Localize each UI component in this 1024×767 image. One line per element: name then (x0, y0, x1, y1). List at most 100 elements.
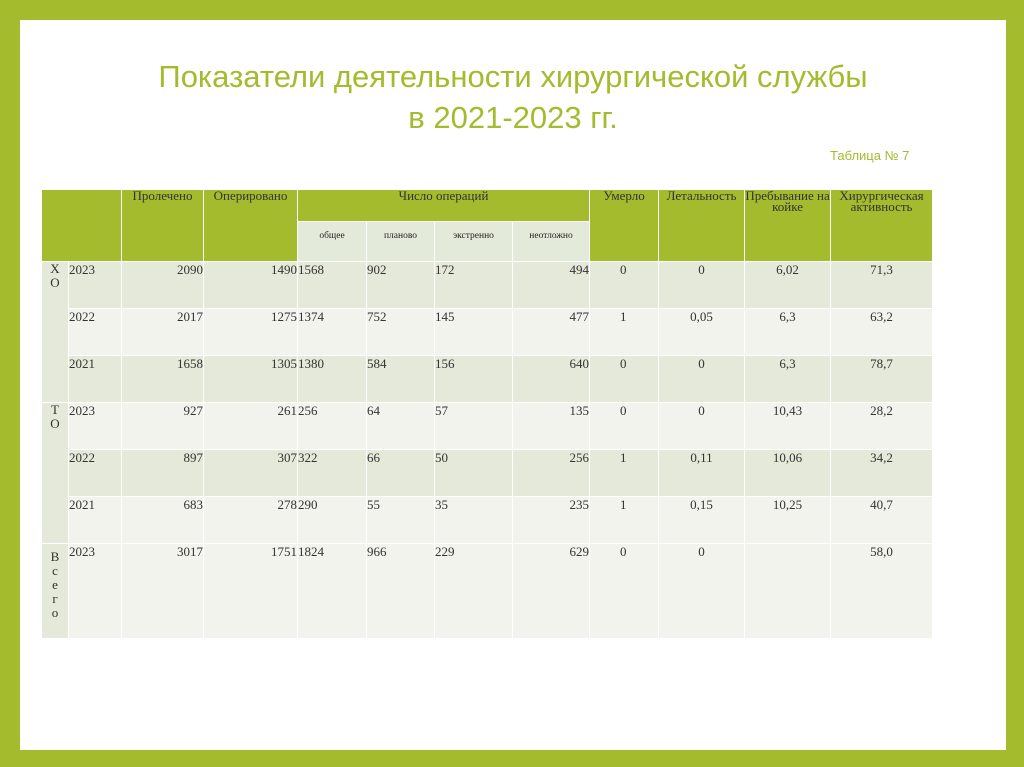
subheader-row: общее планово экстренно неотложно (42, 221, 933, 262)
planned-cell: 966 (366, 543, 435, 639)
table-row: Всего 2023 3017 1751 1824 966 229 629 0 … (41, 543, 934, 639)
table-row: 2022 2017 1275 1374 752 145 477 1 0,05 6… (42, 308, 934, 356)
emergency-cell: 145 (434, 308, 513, 356)
treated-cell: 897 (121, 449, 204, 497)
operated-cell: 261 (203, 402, 298, 450)
treated-cell: 2090 (121, 261, 204, 309)
treated-cell: 1658 (121, 355, 204, 403)
header-died: Умерло (589, 189, 660, 262)
header-lethality: Летальность (658, 189, 746, 262)
urgent-cell: 256 (511, 449, 591, 497)
treated-cell: 3017 (121, 543, 204, 639)
planned-cell: 66 (366, 449, 435, 497)
subheader-urgent: неотложно (511, 221, 591, 262)
slide: Показатели деятельности хирургической сл… (20, 20, 1006, 750)
died-cell: 0 (589, 355, 660, 403)
table-number: Таблица № 7 (830, 148, 910, 163)
operated-cell: 1275 (203, 308, 298, 356)
table-row: 2021 1658 1305 1380 584 156 640 0 0 6,3 … (42, 355, 934, 403)
header-row: Пролечено Оперировано Число операций Уме… (41, 189, 934, 262)
lethality-cell: 0,05 (658, 308, 746, 356)
year-cell: 2022 (68, 449, 122, 497)
bed-stay-cell (744, 543, 832, 639)
subheader-total: общее (297, 221, 367, 262)
activity-cell: 58,0 (830, 543, 934, 639)
planned-cell: 584 (366, 355, 435, 403)
header-surgical-activity: Хирургическая активность (830, 189, 934, 262)
lethality-cell: 0,15 (658, 496, 746, 544)
urgent-cell: 494 (511, 261, 591, 309)
group-label-all: Всего (41, 543, 69, 639)
urgent-cell: 629 (511, 543, 591, 639)
died-cell: 0 (589, 543, 660, 639)
activity-cell: 34,2 (830, 449, 934, 497)
emergency-cell: 57 (434, 402, 513, 450)
urgent-cell: 477 (511, 308, 591, 356)
year-cell: 2021 (68, 496, 122, 544)
year-cell: 2023 (68, 402, 122, 450)
group-label-ho: ХО (41, 261, 69, 403)
died-cell: 1 (589, 496, 660, 544)
activity-cell: 63,2 (830, 308, 934, 356)
lethality-cell: 0 (658, 402, 746, 450)
planned-cell: 752 (366, 308, 435, 356)
surgical-stats-table: Пролечено Оперировано Число операций Уме… (41, 189, 934, 639)
table-row: ХО 2023 2090 1490 1568 902 172 494 0 0 6… (41, 261, 934, 403)
bed-stay-cell: 10,06 (744, 449, 832, 497)
operated-cell: 307 (203, 449, 298, 497)
treated-cell: 683 (121, 496, 204, 544)
operated-cell: 278 (203, 496, 298, 544)
header-operated: Оперировано (203, 189, 298, 262)
activity-cell: 71,3 (830, 261, 934, 309)
operated-cell: 1751 (203, 543, 298, 639)
emergency-cell: 35 (434, 496, 513, 544)
total-ops-cell: 1374 (297, 308, 367, 356)
activity-cell: 28,2 (830, 402, 934, 450)
total-ops-cell: 290 (297, 496, 367, 544)
emergency-cell: 156 (434, 355, 513, 403)
total-ops-cell: 256 (297, 402, 367, 450)
total-ops-cell: 1380 (297, 355, 367, 403)
group-label-to: ТО (41, 402, 69, 544)
title-line-1: Показатели деятельности хирургической сл… (158, 59, 868, 94)
total-ops-cell: 322 (297, 449, 367, 497)
bed-stay-cell: 10,43 (744, 402, 832, 450)
page-title: Показатели деятельности хирургической сл… (40, 56, 986, 138)
bed-stay-cell: 6,3 (744, 355, 832, 403)
emergency-cell: 229 (434, 543, 513, 639)
table-row: 2022 897 307 322 66 50 256 1 0,11 10,06 … (42, 449, 934, 497)
planned-cell: 55 (366, 496, 435, 544)
lethality-cell: 0 (658, 355, 746, 403)
planned-cell: 902 (366, 261, 435, 309)
subheader-planned: планово (366, 221, 435, 262)
died-cell: 0 (589, 261, 660, 309)
urgent-cell: 235 (511, 496, 591, 544)
header-bed-stay: Пребывание на койке (744, 189, 832, 262)
year-cell: 2023 (68, 543, 122, 639)
title-line-2: в 2021-2023 гг. (408, 100, 618, 135)
table-row: ТО 2023 927 261 256 64 57 135 0 0 10,43 … (41, 402, 934, 544)
lethality-cell: 0 (658, 261, 746, 309)
activity-cell: 40,7 (830, 496, 934, 544)
urgent-cell: 640 (511, 355, 591, 403)
subheader-emergency: экстренно (434, 221, 513, 262)
emergency-cell: 172 (434, 261, 513, 309)
treated-cell: 927 (121, 402, 204, 450)
urgent-cell: 135 (511, 402, 591, 450)
total-ops-cell: 1824 (297, 543, 367, 639)
emergency-cell: 50 (434, 449, 513, 497)
header-corner (41, 189, 122, 262)
header-operations: Число операций (296, 189, 591, 222)
year-cell: 2021 (68, 355, 122, 403)
bed-stay-cell: 6,3 (744, 308, 832, 356)
operated-cell: 1305 (203, 355, 298, 403)
year-cell: 2023 (68, 261, 122, 309)
bed-stay-cell: 6,02 (744, 261, 832, 309)
died-cell: 1 (589, 308, 660, 356)
total-ops-cell: 1568 (297, 261, 367, 309)
planned-cell: 64 (366, 402, 435, 450)
table-row: 2021 683 278 290 55 35 235 1 0,15 10,25 … (42, 496, 934, 544)
died-cell: 0 (589, 402, 660, 450)
died-cell: 1 (589, 449, 660, 497)
header-treated: Пролечено (121, 189, 204, 262)
